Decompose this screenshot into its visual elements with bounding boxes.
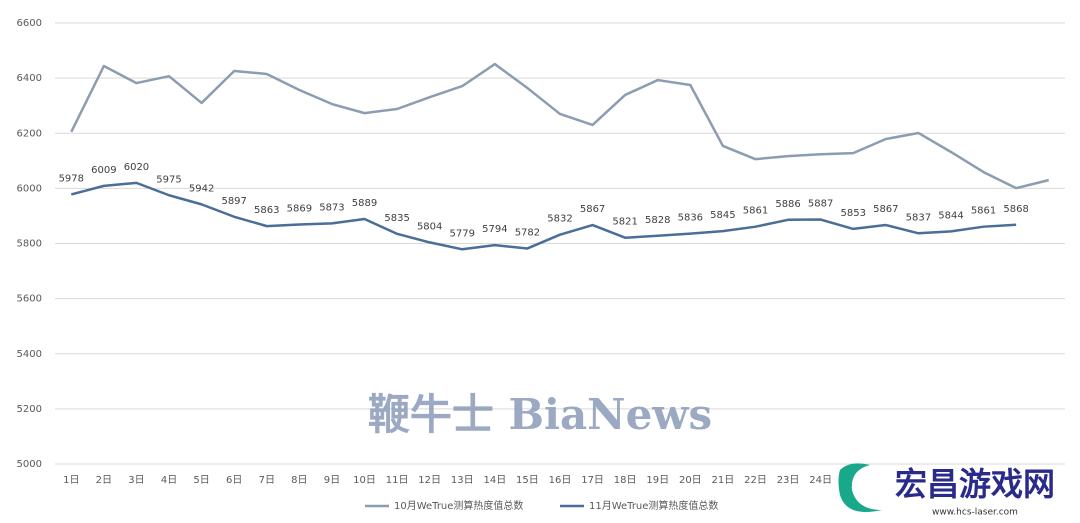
x-tick-label: 13日 <box>451 475 474 486</box>
data-label: 5897 <box>221 196 246 207</box>
data-label: 5889 <box>352 198 377 209</box>
legend-label: 11月WeTrue测算热度值总数 <box>589 499 718 512</box>
x-tick-label: 21日 <box>712 475 735 486</box>
y-tick-label: 5600 <box>17 294 42 305</box>
data-label: 5845 <box>710 210 735 221</box>
data-label: 5832 <box>547 214 572 225</box>
data-label: 5782 <box>515 227 540 238</box>
logo: 宏昌游戏网 www.hcs-laser.com <box>838 463 1055 518</box>
logo-name: 宏昌游戏网 <box>895 465 1055 503</box>
x-tick-label: 11日 <box>386 475 409 486</box>
y-tick-label: 6200 <box>17 128 42 139</box>
x-tick-label: 3日 <box>128 475 144 486</box>
logo-url: www.hcs-laser.com <box>932 508 1018 518</box>
x-tick-label: 23日 <box>777 475 800 486</box>
data-label: 5828 <box>645 215 670 226</box>
x-tick-label: 12日 <box>418 475 441 486</box>
x-tick-label: 8日 <box>291 475 307 486</box>
data-label: 6009 <box>91 165 116 176</box>
x-tick-label: 15日 <box>516 475 539 486</box>
data-label: 5861 <box>743 206 768 217</box>
x-tick-label: 16日 <box>549 475 572 486</box>
x-tick-label: 10日 <box>353 475 376 486</box>
data-label: 5861 <box>971 206 996 217</box>
x-tick-label: 14日 <box>483 475 506 486</box>
watermark: 鞭牛士 BiaNews <box>368 390 712 439</box>
data-label: 5873 <box>319 202 344 213</box>
data-label: 5978 <box>59 173 84 184</box>
data-label: 5863 <box>254 205 279 216</box>
data-label: 5869 <box>287 203 312 214</box>
data-label: 5844 <box>938 210 963 221</box>
data-label: 5836 <box>678 213 703 224</box>
x-tick-label: 19日 <box>646 475 669 486</box>
data-label: 5821 <box>612 217 637 228</box>
x-tick-label: 20日 <box>679 475 702 486</box>
series-line <box>70 181 1017 251</box>
x-tick-label: 4日 <box>161 475 177 486</box>
x-tick-label: 22日 <box>744 475 767 486</box>
y-tick-label: 5200 <box>17 404 42 415</box>
x-tick-label: 17日 <box>581 475 604 486</box>
x-tick-label: 9日 <box>324 475 340 486</box>
data-label: 5942 <box>189 183 214 194</box>
data-label: 5853 <box>840 208 865 219</box>
data-label: 5868 <box>1003 204 1028 215</box>
x-tick-label: 2日 <box>96 475 112 486</box>
x-tick-label: 5日 <box>193 475 209 486</box>
data-label: 5886 <box>775 199 800 210</box>
x-tick-label: 1日 <box>63 475 79 486</box>
legend-label: 10月WeTrue测算热度值总数 <box>394 499 523 512</box>
data-label: 5837 <box>906 212 931 223</box>
y-tick-label: 5400 <box>17 349 42 360</box>
x-tick-label: 7日 <box>259 475 275 486</box>
y-tick-label: 6400 <box>17 73 42 84</box>
data-label: 5867 <box>873 204 898 215</box>
data-label: 5779 <box>450 228 475 239</box>
y-tick-label: 6000 <box>17 183 42 194</box>
logo-icon <box>838 463 882 513</box>
data-label: 5835 <box>384 213 409 224</box>
data-label: 5794 <box>482 224 507 235</box>
x-tick-label: 24日 <box>809 475 832 486</box>
data-label: 6020 <box>124 162 149 173</box>
data-label: 5887 <box>808 199 833 210</box>
data-label: 5975 <box>156 174 181 185</box>
y-tick-label: 5800 <box>17 239 42 250</box>
data-label: 5804 <box>417 221 442 232</box>
series-line <box>70 62 1050 190</box>
y-tick-label: 6600 <box>17 18 42 29</box>
y-tick-label: 5000 <box>17 459 42 470</box>
x-tick-label: 18日 <box>614 475 637 486</box>
x-tick-label: 6日 <box>226 475 242 486</box>
data-label: 5867 <box>580 204 605 215</box>
